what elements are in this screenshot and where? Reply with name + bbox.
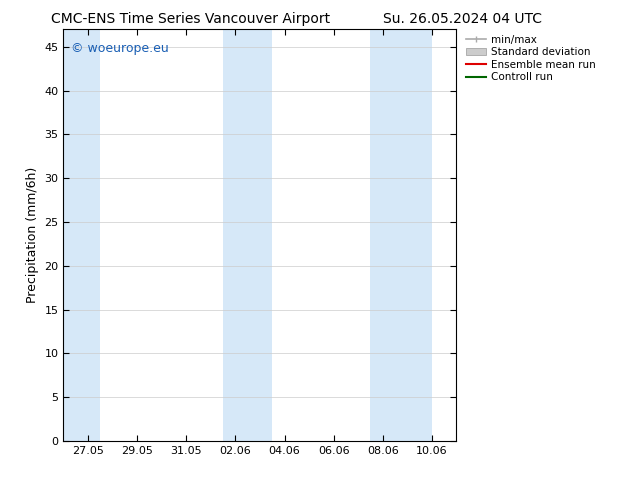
Text: CMC-ENS Time Series Vancouver Airport: CMC-ENS Time Series Vancouver Airport bbox=[51, 12, 330, 26]
Bar bbox=[395, 29, 432, 441]
Text: © woeurope.eu: © woeurope.eu bbox=[71, 42, 169, 55]
Y-axis label: Precipitation (mm/6h): Precipitation (mm/6h) bbox=[26, 167, 39, 303]
Legend: min/max, Standard deviation, Ensemble mean run, Controll run: min/max, Standard deviation, Ensemble me… bbox=[465, 35, 595, 82]
Bar bbox=[63, 29, 100, 441]
Bar bbox=[370, 29, 395, 441]
Text: Su. 26.05.2024 04 UTC: Su. 26.05.2024 04 UTC bbox=[384, 12, 542, 26]
Bar bbox=[223, 29, 248, 441]
Bar bbox=[248, 29, 272, 441]
